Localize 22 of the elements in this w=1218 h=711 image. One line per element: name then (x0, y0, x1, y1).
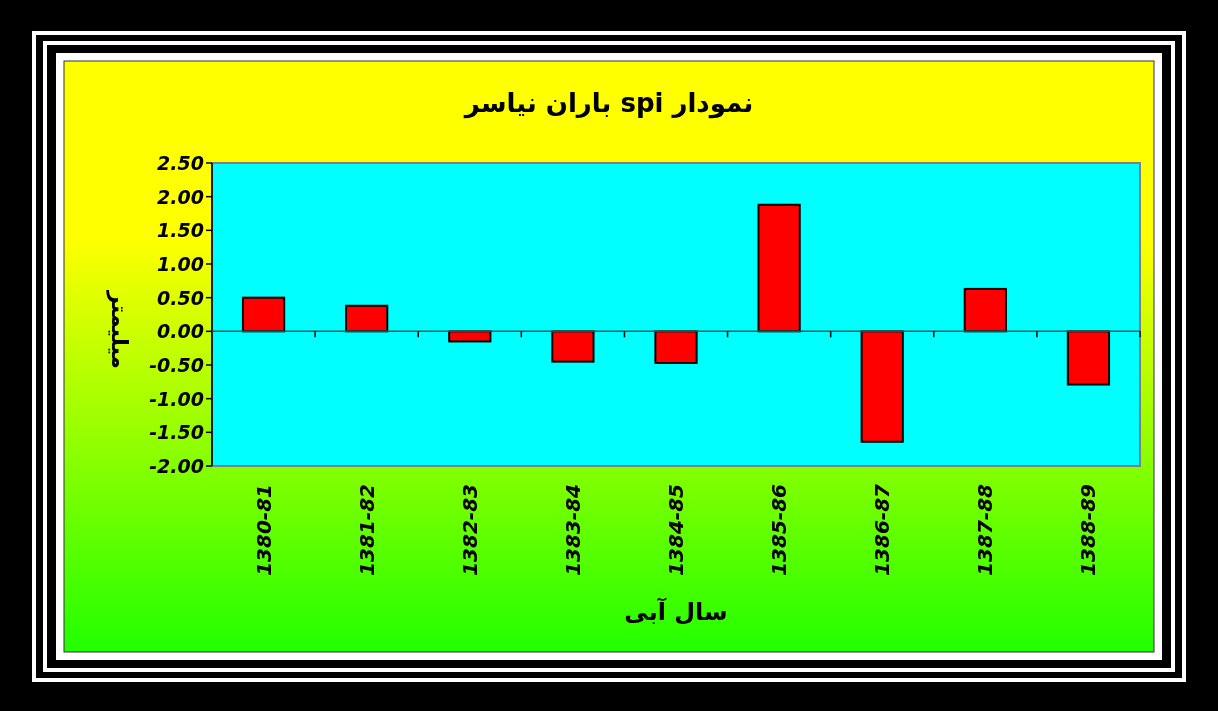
x-tick-label: 1385-86 (767, 483, 792, 576)
y-tick-label: 0.00 (157, 320, 204, 343)
x-tick-label: 1381-82 (354, 484, 379, 576)
x-tick-label: 1383-84 (560, 484, 585, 576)
y-tick-label: 2.50 (157, 152, 204, 174)
x-tick-label: 1387-88 (973, 483, 998, 576)
y-tick-label: -1.50 (149, 421, 204, 444)
chart-title: نمودار spi باران نیاسر (462, 88, 754, 119)
y-tick-label: -2.00 (149, 455, 204, 477)
x-tick-label: 1386-87 (870, 483, 895, 576)
y-tick-label: 1.50 (157, 219, 204, 242)
y-tick-label: 1.00 (157, 253, 204, 275)
y-tick-label: -0.50 (149, 354, 204, 376)
y-axis-title: میلیمتر (106, 290, 132, 369)
x-tick-label: 1380-81 (251, 484, 276, 576)
x-tick-label: 1382-83 (457, 484, 482, 576)
x-tick-label: 1388-89 (1076, 483, 1101, 576)
x-tick-label: 1384-85 (664, 484, 688, 576)
y-tick-label: -1.00 (149, 387, 204, 410)
y-tick-label: 2.00 (157, 185, 204, 208)
y-tick-label: 0.50 (157, 286, 204, 309)
x-axis-title: سال آبی (624, 597, 728, 626)
